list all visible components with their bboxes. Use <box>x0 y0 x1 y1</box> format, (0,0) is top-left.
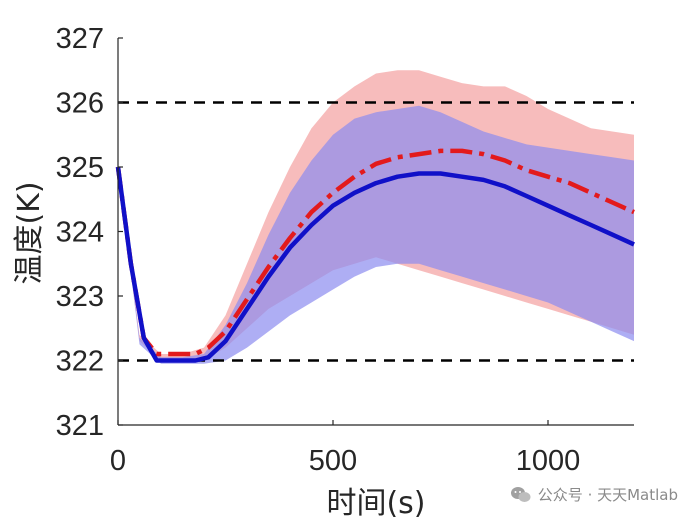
series-red-dashdot <box>115 148 635 357</box>
x-axis-label: 时间(s) <box>326 486 425 521</box>
y-tick-label: 327 <box>56 23 104 55</box>
y-tick-label: 322 <box>56 346 104 378</box>
y-tick-label: 321 <box>56 410 104 442</box>
x-tick-label: 0 <box>110 445 126 477</box>
y-tick-label: 324 <box>56 217 104 249</box>
y-tick-label: 323 <box>56 281 104 313</box>
y-tick-label: 326 <box>56 88 104 120</box>
x-tick-label: 1000 <box>516 445 581 477</box>
y-axis-label: 温度(K) <box>12 181 47 284</box>
tick-labels: 321 322 323 324 325 326 327 0 500 1000 <box>56 23 581 477</box>
wechat-icon <box>510 486 531 502</box>
watermark-text: 公众号 · 天天Matlab <box>537 486 678 504</box>
confidence-bands <box>118 70 634 364</box>
axes <box>117 37 634 426</box>
series-blue-solid <box>115 166 635 363</box>
series-lines <box>115 148 635 363</box>
watermark: 公众号 · 天天Matlab <box>510 484 678 505</box>
x-tick-label: 500 <box>309 445 357 477</box>
y-tick-label: 325 <box>56 152 104 184</box>
